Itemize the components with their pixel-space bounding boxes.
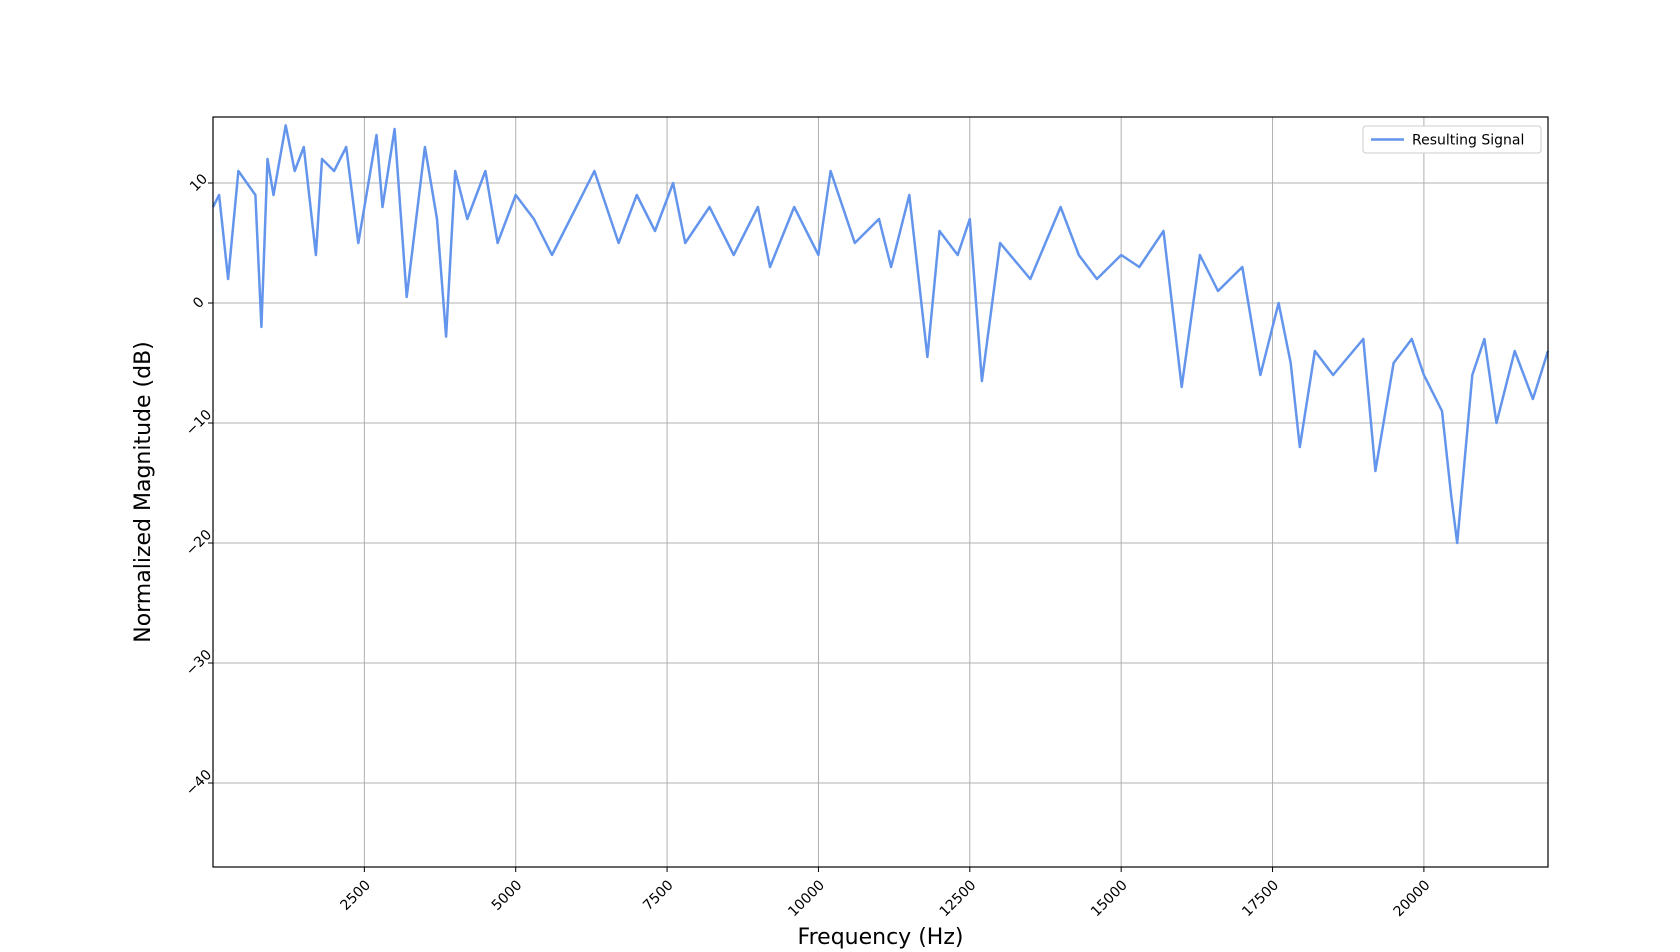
y-tick-label: −30 (183, 647, 215, 679)
grid (213, 117, 1548, 867)
series-layer (211, 124, 1550, 545)
x-axis-title: Frequency (Hz) (798, 925, 964, 950)
x-tick-label: 15000 (1088, 877, 1131, 920)
x-axis-ticks: 2500 5000 7500 10000 12500 15000 17500 20000 (337, 867, 1433, 920)
legend-label-resulting-signal: Resulting Signal (1412, 133, 1524, 149)
y-tick-label: 0 (190, 294, 208, 312)
y-tick-label: −10 (183, 407, 215, 439)
x-tick-label: 5000 (489, 877, 526, 914)
x-tick-label: 7500 (640, 877, 677, 914)
x-tick-label: 10000 (785, 877, 828, 920)
x-tick-label: 17500 (1239, 877, 1282, 920)
x-tick-label: 20000 (1391, 877, 1434, 920)
x-tick-label: 12500 (937, 877, 980, 920)
y-axis-ticks: −40 −30 −20 −10 0 10 (183, 171, 215, 799)
plot-frame (212, 116, 1549, 868)
x-tick-label: 2500 (337, 877, 374, 914)
legend: Resulting Signal (1362, 125, 1542, 154)
y-tick-label: 10 (187, 171, 211, 195)
y-tick-label: −40 (183, 767, 215, 799)
series-line-resulting-signal (211, 124, 1550, 545)
legend-box (1362, 125, 1542, 154)
y-axis-title: Normalized Magnitude (dB) (131, 341, 156, 643)
y-tick-label: −20 (183, 527, 215, 559)
